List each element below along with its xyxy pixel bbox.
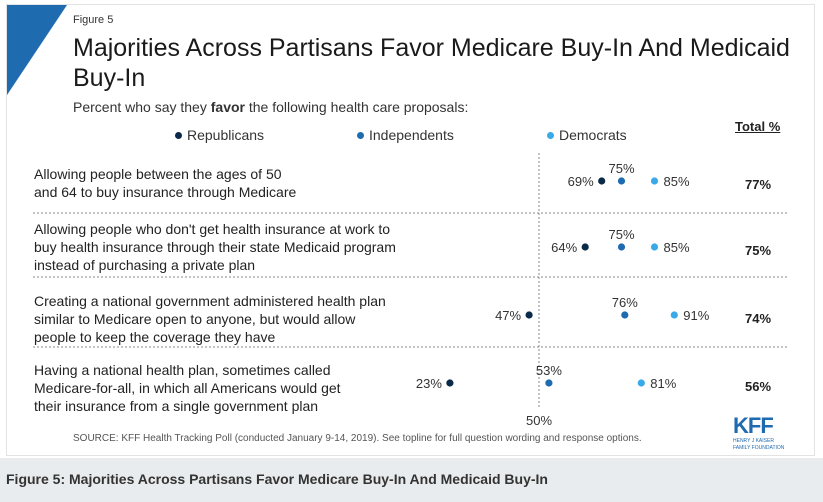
caption-bar: Figure 5: Majorities Across Partisans Fa… [0,458,823,502]
legend-dot-icon [357,132,364,139]
chart-subtitle: Percent who say they favor the following… [73,99,468,115]
data-point [650,177,659,185]
data-point [617,177,626,185]
data-label: 85% [664,174,690,189]
row-total: 77% [745,177,772,192]
logo-subtext: HENRY J KAISER [733,438,774,444]
figure-label: Figure 5 [73,14,114,26]
data-label: 75% [608,161,634,176]
data-label: 81% [650,376,676,391]
source-note: SOURCE: KFF Health Tracking Poll (conduc… [73,433,642,444]
data-point [670,311,678,319]
reference-label: 50% [526,413,552,428]
corner-triangle-icon [7,5,67,95]
data-label: 91% [683,308,709,323]
subtitle-post: the following health care proposals: [244,99,469,115]
data-point [621,311,629,319]
total-header: Total % [735,119,781,134]
row-label-line: people to keep the coverage they have [34,329,276,345]
figure-caption: Figure 5: Majorities Across Partisans Fa… [6,471,548,487]
row-label-line: instead of purchasing a private plan [34,257,256,273]
data-point [525,311,533,319]
row-label-line: Allowing people who don't get health ins… [34,221,391,237]
logo-text: KFF [733,413,774,438]
chart-title: Majorities Across Partisans Favor Medica… [73,34,790,92]
data-point [446,379,454,387]
data-point [598,177,606,185]
data-label: 76% [612,295,638,310]
data-point [637,379,645,387]
legend-label: Republicans [187,127,265,143]
data-label: 69% [568,174,594,189]
dot-plot: 50% 69% 75% 85% 64% 75% 85% 47% 76% 91% 23% 53% 81% [33,153,787,428]
row-label-line: their insurance from a single government… [34,398,319,414]
row-total: 74% [745,311,772,326]
row-total: 56% [745,379,772,394]
row-label-line: Medicare-for-all, in which all Americans… [34,380,341,396]
kff-logo: KFF HENRY J KAISER FAMILY FOUNDATION [733,413,803,452]
data-label: 47% [495,308,521,323]
data-label: 85% [664,240,690,255]
row-label: Having a national health plan, sometimes… [34,361,454,415]
row-label: Allowing people who don't get health ins… [34,220,454,274]
row-label-line: Creating a national government administe… [34,293,386,309]
data-label: 23% [416,376,442,391]
subtitle-bold: favor [210,99,245,115]
legend-dot-icon [175,132,182,139]
data-label: 75% [608,227,634,242]
data-label: 64% [551,240,577,255]
legend-item-republicans: Republicans [175,127,264,143]
data-point [617,243,626,251]
row-label-line: similar to Medicare open to anyone, but … [34,311,356,327]
legend-item-independents: Independents [357,127,454,143]
row-label-line: Having a national health plan, sometimes… [34,362,331,378]
data-label: 53% [536,363,562,378]
data-point [650,243,659,251]
row-label: Creating a national government administe… [34,292,454,346]
logo-subtext: FAMILY FOUNDATION [733,445,785,451]
row-label: Allowing people between the ages of 50 a… [34,165,454,201]
legend-label: Independents [369,127,454,143]
figure-panel: Figure 5 Majorities Across Partisans Fav… [6,4,815,456]
legend-item-democrats: Democrats [547,127,627,143]
subtitle-pre: Percent who say they [73,99,211,115]
data-point [545,379,553,387]
row-total: 75% [745,243,772,258]
row-label-line: and 64 to buy insurance through Medicare [34,184,297,200]
legend-dot-icon [547,132,554,139]
row-label-line: Allowing people between the ages of 50 [34,166,282,182]
data-point [581,243,589,251]
legend-label: Democrats [559,127,627,143]
row-label-line: buy health insurance through their state… [34,239,396,255]
